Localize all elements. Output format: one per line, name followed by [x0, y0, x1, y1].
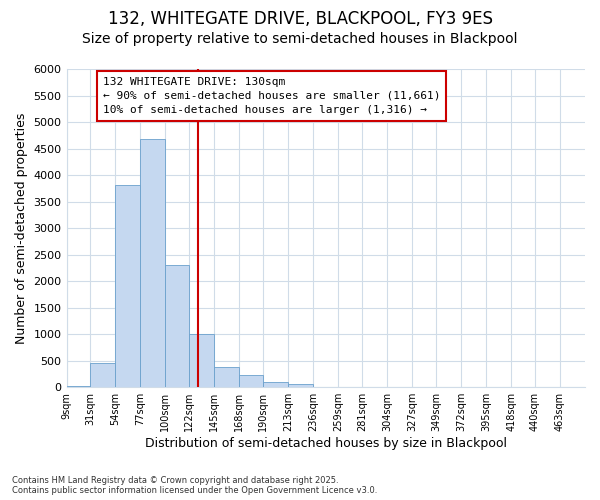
Y-axis label: Number of semi-detached properties: Number of semi-detached properties [15, 112, 28, 344]
Text: Size of property relative to semi-detached houses in Blackpool: Size of property relative to semi-detach… [82, 32, 518, 46]
Text: Contains HM Land Registry data © Crown copyright and database right 2025.
Contai: Contains HM Land Registry data © Crown c… [12, 476, 377, 495]
Text: 132, WHITEGATE DRIVE, BLACKPOOL, FY3 9ES: 132, WHITEGATE DRIVE, BLACKPOOL, FY3 9ES [107, 10, 493, 28]
Bar [91, 364, 115, 387]
Bar [190, 334, 214, 387]
X-axis label: Distribution of semi-detached houses by size in Blackpool: Distribution of semi-detached houses by … [145, 437, 507, 450]
Bar [115, 184, 140, 387]
Bar [166, 265, 190, 387]
Text: 132 WHITEGATE DRIVE: 130sqm
← 90% of semi-detached houses are smaller (11,661)
1: 132 WHITEGATE DRIVE: 130sqm ← 90% of sem… [103, 77, 440, 115]
Bar [67, 386, 91, 387]
Bar [263, 382, 288, 387]
Bar [214, 366, 239, 387]
Bar [288, 384, 313, 387]
Bar [239, 374, 263, 387]
Bar [140, 139, 166, 387]
